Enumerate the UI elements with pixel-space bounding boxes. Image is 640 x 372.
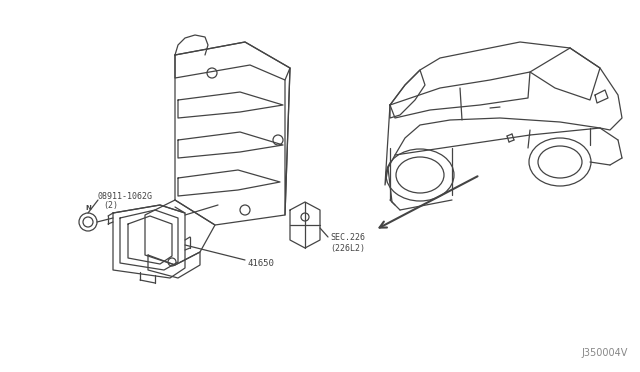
Text: 41650: 41650	[247, 259, 274, 267]
Text: SEC.226: SEC.226	[330, 232, 365, 241]
Text: 08911-1062G: 08911-1062G	[98, 192, 153, 201]
Text: N: N	[85, 205, 91, 211]
Text: (226L2): (226L2)	[330, 244, 365, 253]
Text: J350004V: J350004V	[582, 348, 628, 358]
Text: (2): (2)	[103, 201, 118, 209]
